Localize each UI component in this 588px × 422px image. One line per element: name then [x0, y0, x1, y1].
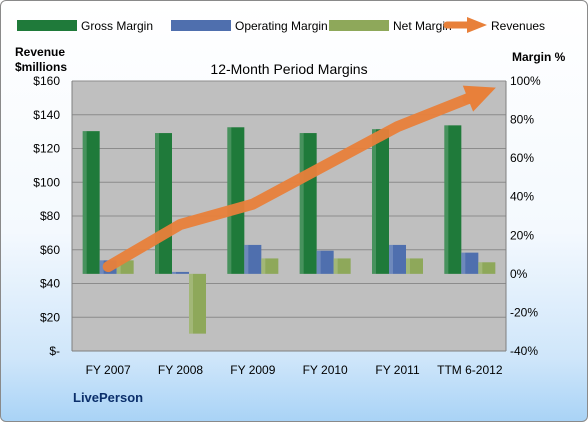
operating-margin-bar: [244, 244, 262, 274]
gross-margin-legend-label: Gross Margin: [81, 19, 153, 33]
operating-margin-bar-highlight: [99, 260, 104, 274]
gross-margin-bar: [82, 131, 100, 274]
category-label: FY 2008: [158, 363, 203, 377]
net-margin-bar-highlight: [333, 258, 338, 274]
category-label: TTM 6-2012: [437, 363, 503, 377]
gross-margin-bar-highlight: [227, 127, 232, 274]
gross-margin-bar-highlight: [372, 129, 376, 274]
revenues-legend-arrowhead: [467, 17, 487, 33]
gross-margin-bar-highlight: [444, 125, 449, 274]
revenues-line: [102, 85, 496, 273]
chart-title: 12-Month Period Margins: [210, 61, 367, 77]
left-tick-label: $60: [40, 243, 60, 257]
net-margin-bar-highlight: [406, 258, 410, 274]
operating-margin-bar-highlight: [389, 244, 393, 274]
operating-margin-legend-swatch: [171, 20, 231, 31]
category-label: FY 2009: [230, 363, 275, 377]
net-margin-legend-swatch: [329, 20, 389, 31]
right-tick-label: 40%: [510, 190, 534, 204]
revenues-arrowhead: [462, 85, 496, 112]
operating-margin-bar-highlight: [172, 271, 176, 274]
net-margin-bar-highlight: [261, 258, 266, 274]
net-margin-bar-highlight: [189, 273, 193, 334]
net-margin-bar-highlight: [478, 262, 483, 274]
operating-margin-bar: [172, 271, 189, 274]
net-margin-bar: [333, 258, 351, 274]
right-axis-ticks: -40% -20% 0% 20% 40% 60% 80% 100%: [510, 74, 541, 358]
operating-margin-bar-highlight: [461, 252, 466, 274]
gross-margin-bar-highlight: [299, 133, 304, 274]
legend: Gross Margin Operating Margin Net Margin Re…: [17, 17, 545, 33]
right-tick-label: -40%: [510, 344, 538, 358]
left-axis-title-units: $millions: [15, 60, 67, 74]
net-margin-legend-label: Net Margin: [393, 19, 452, 33]
gross-margin-bar: [444, 125, 462, 274]
left-tick-label: $120: [33, 142, 60, 156]
operating-margin-legend-label: Operating Margin: [235, 19, 328, 33]
operating-margin-bar-highlight: [316, 250, 321, 274]
left-tick-label: $140: [33, 108, 60, 122]
gross-margin-bar: [227, 127, 245, 274]
left-axis-title: Revenue: [15, 45, 65, 59]
left-axis-ticks: $- $20 $40 $60 $80 $100 $120 $140 $160: [33, 74, 60, 358]
company-label: LivePerson: [73, 390, 143, 405]
operating-margin-bar-highlight: [244, 244, 249, 274]
right-tick-label: 60%: [510, 151, 534, 165]
right-tick-label: 80%: [510, 113, 534, 127]
revenues-line-path: [102, 92, 476, 273]
operating-margin-bar: [316, 250, 334, 274]
net-margin-bar: [189, 273, 206, 334]
net-margin-bar: [261, 258, 279, 274]
category-labels: FY 2007 FY 2008 FY 2009 FY 2010 FY 2011 TTM 6…: [86, 363, 503, 377]
left-tick-label: $80: [40, 209, 60, 223]
gross-margin-bar-highlight: [155, 133, 159, 274]
gridlines: [71, 80, 507, 352]
left-tick-label: $100: [33, 175, 60, 189]
net-margin-bar-highlight: [116, 260, 121, 274]
gross-margin-bar-highlight: [82, 131, 87, 274]
right-tick-label: -20%: [510, 305, 538, 319]
right-tick-label: 0%: [510, 267, 528, 281]
operating-margin-bar: [389, 244, 406, 274]
left-tick-label: $20: [40, 310, 60, 324]
revenues-legend-label: Revenues: [491, 19, 545, 33]
gross-margin-legend-swatch: [17, 20, 77, 31]
right-tick-label: 100%: [510, 74, 541, 88]
net-margin-bar: [478, 262, 496, 274]
left-tick-label: $-: [49, 344, 60, 358]
right-axis-title: Margin %: [512, 50, 566, 64]
gross-margin-bar: [372, 129, 389, 274]
left-tick-label: $160: [33, 74, 60, 88]
category-label: FY 2011: [375, 363, 420, 377]
net-margin-bar: [406, 258, 423, 274]
left-tick-label: $40: [40, 277, 60, 291]
right-tick-label: 20%: [510, 228, 534, 242]
category-label: FY 2007: [86, 363, 131, 377]
category-label: FY 2010: [303, 363, 348, 377]
operating-margin-bar: [461, 252, 479, 274]
